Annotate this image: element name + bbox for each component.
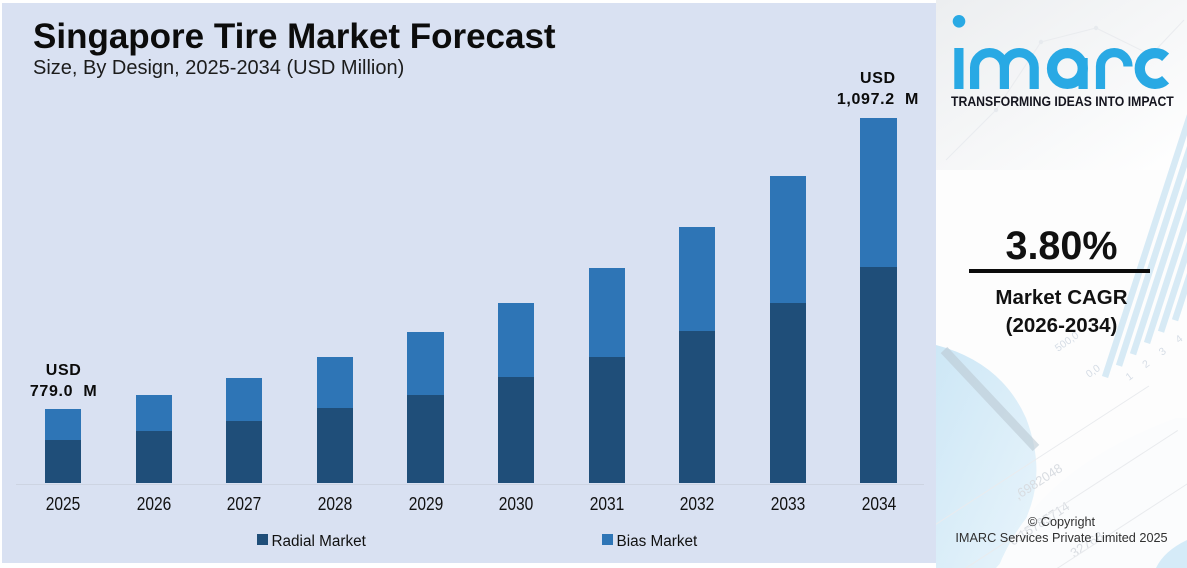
svg-text:0,0: 0,0 — [1084, 362, 1103, 380]
